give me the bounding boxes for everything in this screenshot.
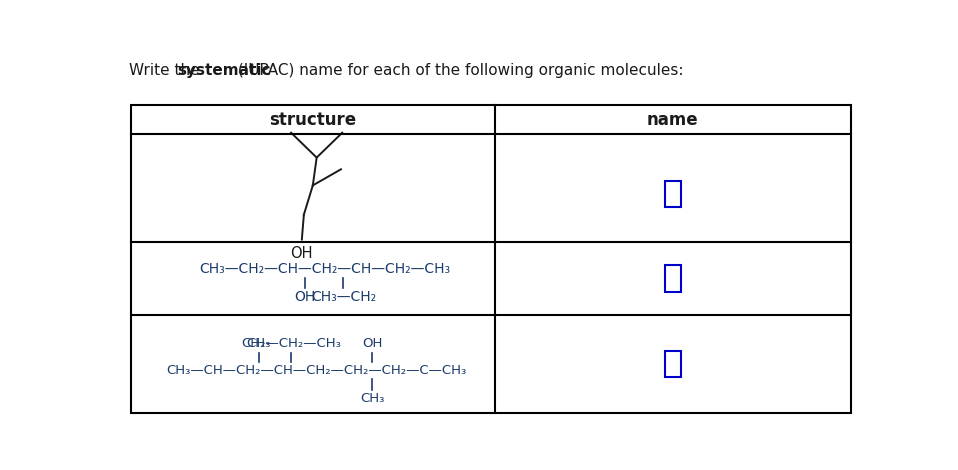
Text: OH: OH: [295, 290, 316, 304]
Bar: [665, 266, 680, 292]
Text: OH: OH: [362, 337, 382, 350]
Text: systematic: systematic: [177, 63, 270, 78]
Bar: [131, 105, 851, 413]
Text: CH₃—CH₂—CH—CH₂—CH—CH₂—CH₃: CH₃—CH₂—CH—CH₂—CH—CH₂—CH₃: [199, 262, 450, 276]
Text: name: name: [647, 111, 698, 129]
Bar: [665, 351, 680, 377]
Text: structure: structure: [269, 111, 356, 129]
Text: CH₃—CH—CH₂—CH—CH₂—CH₂—CH₂—C—CH₃: CH₃—CH—CH₂—CH—CH₂—CH₂—CH₂—C—CH₃: [167, 364, 467, 377]
Text: CH₂—CH₂—CH₃: CH₂—CH₂—CH₃: [241, 337, 341, 350]
Text: (IUPAC) name for each of the following organic molecules:: (IUPAC) name for each of the following o…: [233, 63, 683, 78]
Text: CH₃: CH₃: [246, 337, 271, 350]
Text: OH: OH: [290, 246, 313, 261]
Text: Write the: Write the: [129, 63, 205, 78]
Bar: [665, 181, 680, 207]
Text: CH₃: CH₃: [360, 392, 385, 405]
Text: CH₃—CH₂: CH₃—CH₂: [311, 290, 376, 304]
